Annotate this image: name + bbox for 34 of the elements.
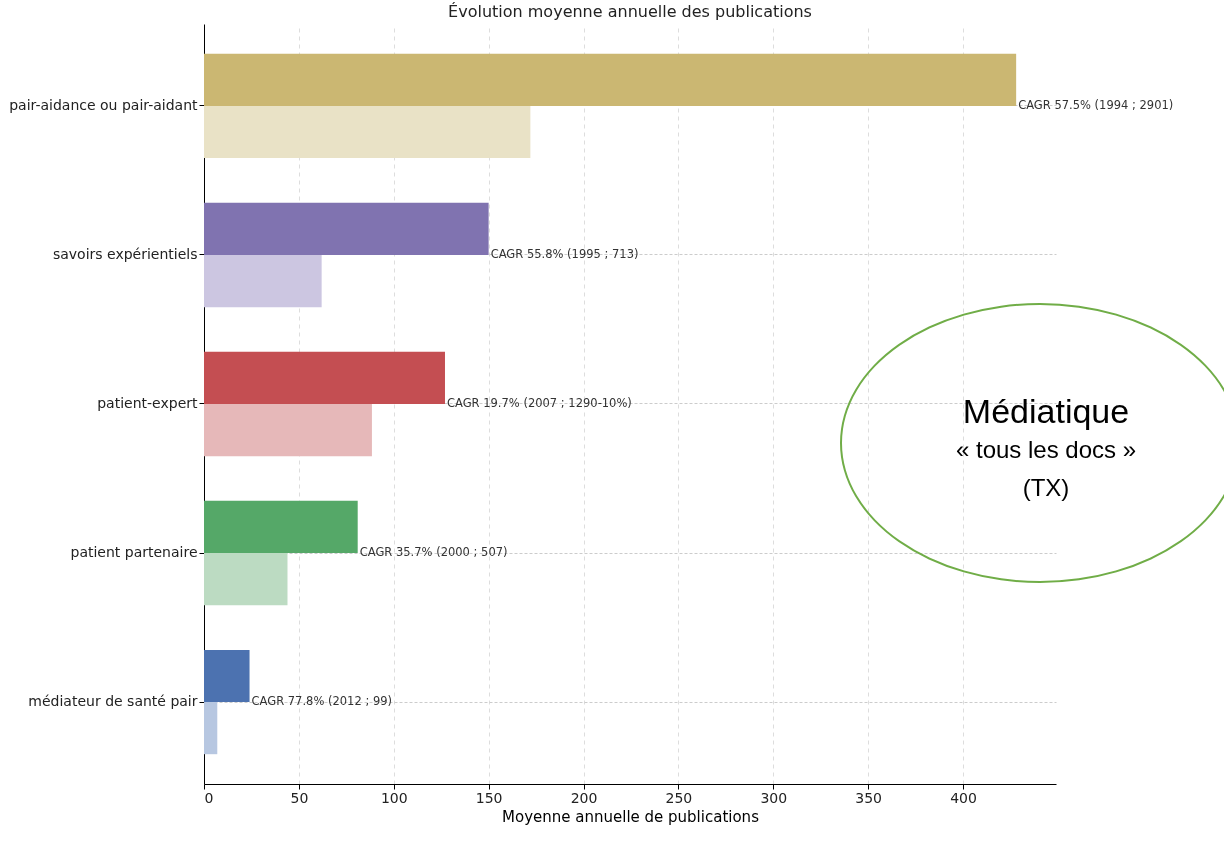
x-axis-title: Moyenne annuelle de publications bbox=[502, 807, 760, 826]
annotation: CAGR 55.8% (1995 ; 713) bbox=[490, 246, 639, 261]
y-tick-label: médiateur de santé pair bbox=[28, 693, 198, 710]
x-tick-label: 300 bbox=[760, 789, 788, 806]
chart-title: Évolution moyenne annuelle des publications bbox=[448, 2, 812, 21]
x-tick-label: 50 bbox=[290, 789, 309, 806]
annotation: Médiatique bbox=[962, 392, 1130, 431]
bar bbox=[204, 404, 372, 457]
bar bbox=[204, 649, 250, 703]
bar bbox=[204, 53, 1017, 106]
x-tick-label: 400 bbox=[950, 789, 977, 806]
x-tick-label: 350 bbox=[855, 789, 883, 806]
bar bbox=[204, 500, 358, 554]
x-tick-label: 0 bbox=[204, 789, 214, 806]
bar bbox=[204, 351, 445, 404]
annotation: CAGR 19.7% (2007 ; 1290-10%) bbox=[446, 396, 632, 410]
annotation: « tous les docs » bbox=[955, 436, 1137, 464]
y-tick-label: patient-expert bbox=[97, 395, 198, 411]
x-tick-label: 250 bbox=[665, 789, 693, 806]
y-tick-label: savoirs expérientiels bbox=[52, 245, 198, 262]
x-tick-label: 150 bbox=[475, 789, 503, 806]
annotation: (TX) bbox=[1022, 474, 1070, 502]
x-tick-label: 100 bbox=[380, 789, 408, 806]
y-tick-label: patient partenaire bbox=[70, 544, 198, 561]
annotation: CAGR 35.7% (2000 ; 507) bbox=[359, 545, 508, 560]
x-tick-label: 200 bbox=[570, 789, 598, 806]
annotation: CAGR 57.5% (1994 ; 2901) bbox=[1018, 97, 1174, 112]
bar bbox=[204, 202, 489, 255]
bar bbox=[204, 105, 531, 159]
bar bbox=[204, 254, 322, 308]
annotation: CAGR 77.8% (2012 ; 99) bbox=[251, 694, 393, 709]
bar bbox=[204, 553, 288, 606]
bar bbox=[204, 702, 218, 755]
y-tick-label: pair-aidance ou pair-aidant bbox=[9, 96, 198, 113]
